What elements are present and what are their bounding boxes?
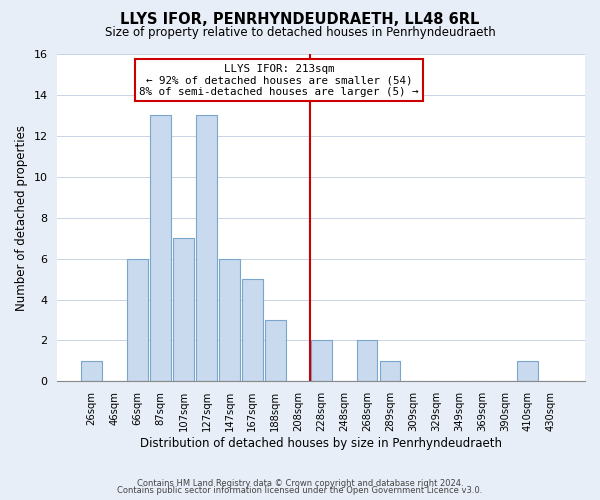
- Bar: [173, 238, 194, 382]
- Bar: [82, 361, 102, 382]
- Text: LLYS IFOR: 213sqm
← 92% of detached houses are smaller (54)
8% of semi-detached : LLYS IFOR: 213sqm ← 92% of detached hous…: [139, 64, 419, 97]
- Bar: [265, 320, 286, 382]
- Bar: [357, 340, 377, 382]
- Bar: [311, 340, 332, 382]
- Text: Size of property relative to detached houses in Penrhyndeudraeth: Size of property relative to detached ho…: [104, 26, 496, 39]
- Y-axis label: Number of detached properties: Number of detached properties: [15, 124, 28, 310]
- Bar: [242, 279, 263, 382]
- X-axis label: Distribution of detached houses by size in Penrhyndeudraeth: Distribution of detached houses by size …: [140, 437, 502, 450]
- Bar: [127, 258, 148, 382]
- Bar: [517, 361, 538, 382]
- Text: Contains public sector information licensed under the Open Government Licence v3: Contains public sector information licen…: [118, 486, 482, 495]
- Bar: [380, 361, 400, 382]
- Text: Contains HM Land Registry data © Crown copyright and database right 2024.: Contains HM Land Registry data © Crown c…: [137, 478, 463, 488]
- Bar: [219, 258, 240, 382]
- Text: LLYS IFOR, PENRHYNDEUDRAETH, LL48 6RL: LLYS IFOR, PENRHYNDEUDRAETH, LL48 6RL: [121, 12, 479, 28]
- Bar: [196, 116, 217, 382]
- Bar: [150, 116, 171, 382]
